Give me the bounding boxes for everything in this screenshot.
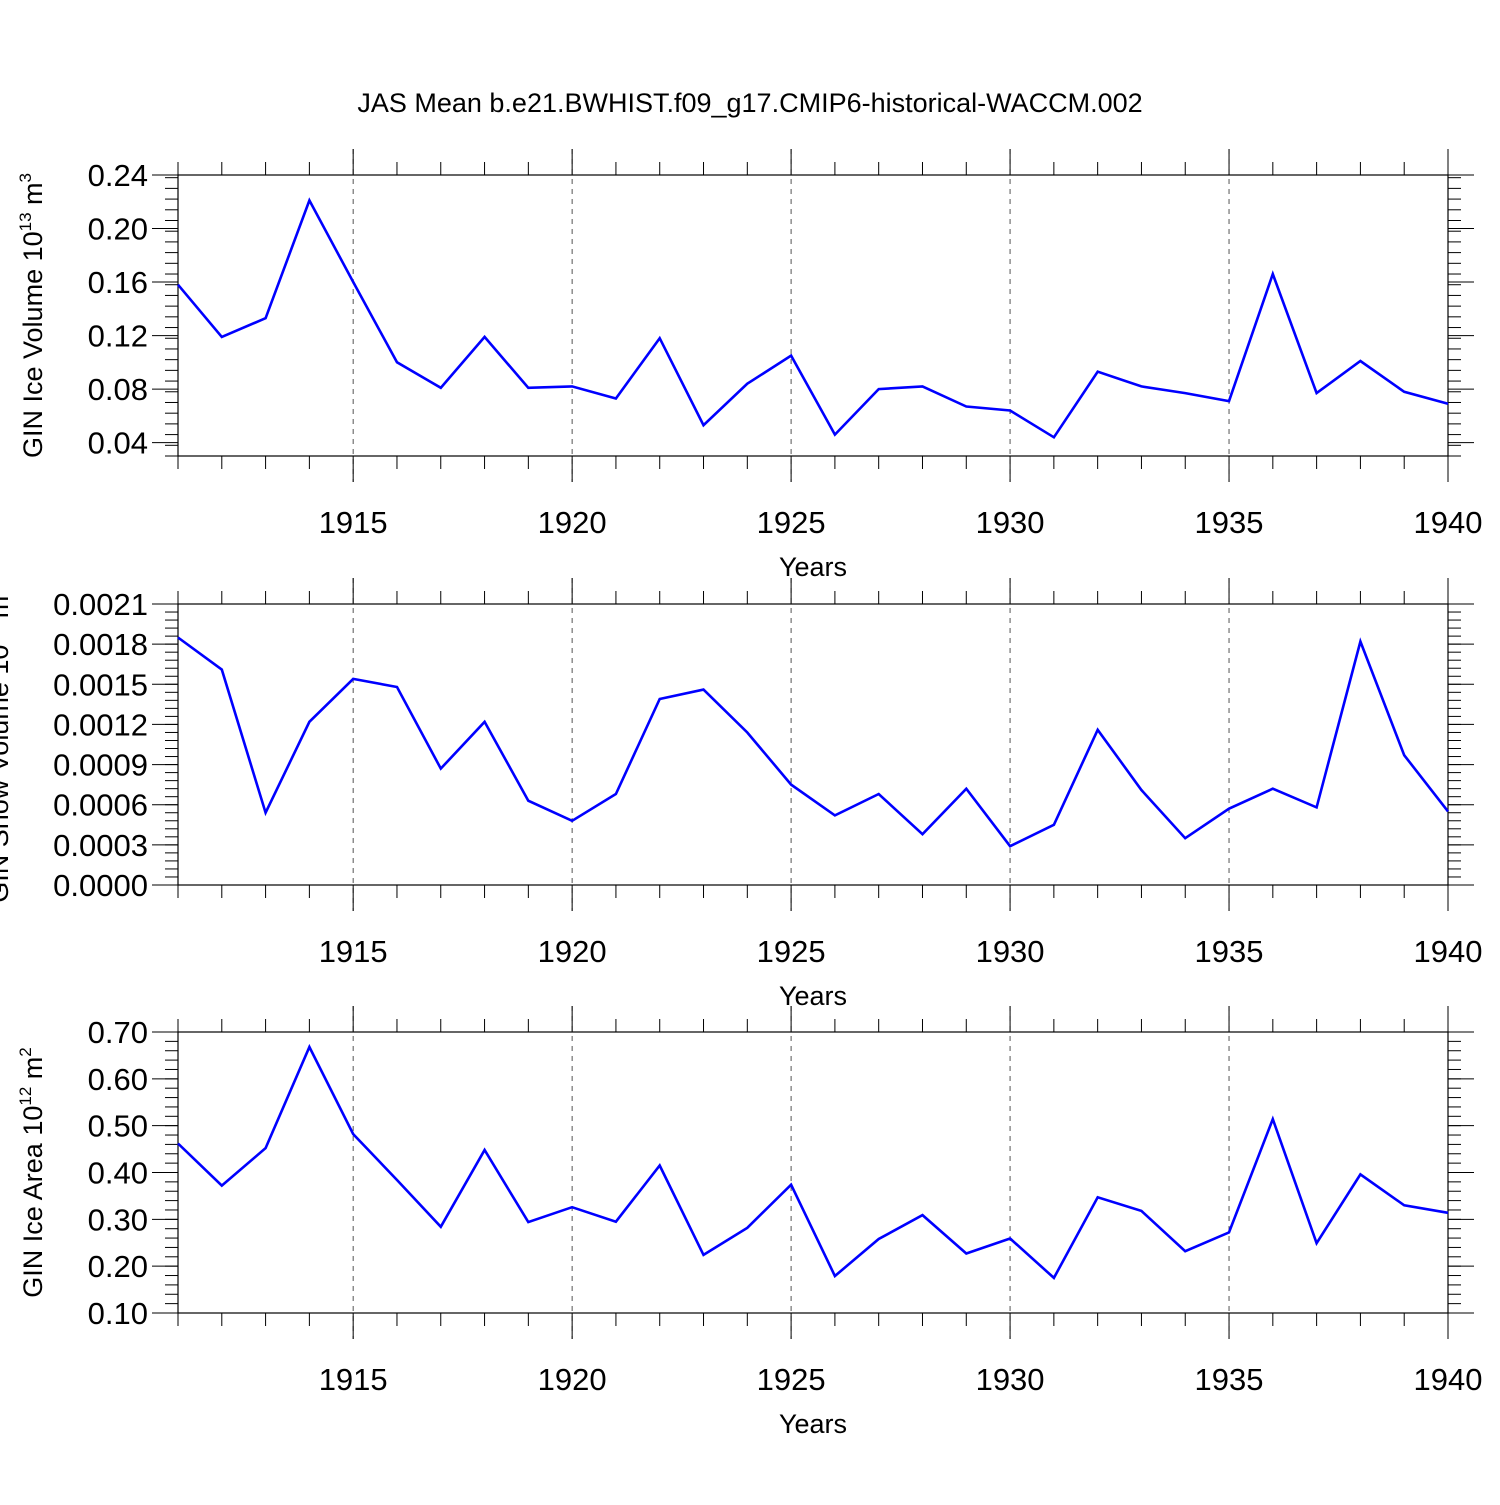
x-tick-label: 1930 [976, 505, 1045, 540]
y-tick-label: 0.0021 [53, 587, 148, 622]
x-tick-label: 1915 [319, 934, 388, 969]
x-tick-label: 1920 [538, 505, 607, 540]
y-axis-title: GIN Ice Volume 1013 m3 [16, 173, 48, 458]
x-tick-label: 1930 [976, 1362, 1045, 1397]
x-tick-label: 1925 [757, 1362, 826, 1397]
y-tick-label: 0.60 [88, 1062, 148, 1097]
y-tick-label: 0.0012 [53, 707, 148, 742]
series-line [177, 197, 1449, 440]
y-tick-label: 0.20 [88, 212, 148, 247]
y-tick-label: 0.04 [88, 426, 148, 461]
y-tick-label: 0.0006 [53, 788, 148, 823]
chart-title: JAS Mean b.e21.BWHIST.f09_g17.CMIP6-hist… [357, 88, 1142, 118]
panel-1: 0.04 0.08 0.12 0.16 0.20 0.24 1915 1920 1925 1930… [16, 149, 1482, 582]
y-tick-label: 0.12 [88, 319, 148, 354]
y-tick-label: 0.24 [88, 158, 148, 193]
x-tick-label: 1915 [319, 505, 388, 540]
x-axis-title: Years [779, 552, 847, 582]
y-tick-label: 0.50 [88, 1109, 148, 1144]
y-tick-label: 0.08 [88, 372, 148, 407]
x-tick-label: 1940 [1414, 505, 1483, 540]
x-tick-label: 1925 [757, 505, 826, 540]
y-axis-title: GIN Snow Volume 1013 m3 [0, 586, 14, 903]
y-tick-label: 0.20 [88, 1249, 148, 1284]
y-tick-label: 0.40 [88, 1156, 148, 1191]
x-tick-label: 1920 [538, 1362, 607, 1397]
x-tick-label: 1925 [757, 934, 826, 969]
plot-frame [177, 174, 1449, 457]
panel-3: 0.10 0.20 0.30 0.40 0.50 0.60 0.70 1915 1920 1925… [16, 1006, 1482, 1439]
y-tick-label: 0.16 [88, 265, 148, 300]
y-tick-label: 0.0003 [53, 828, 148, 863]
y-tick-label: 0.0015 [53, 667, 148, 702]
x-tick-label: 1935 [1195, 505, 1264, 540]
x-tick-label: 1940 [1414, 934, 1483, 969]
x-tick-label: 1935 [1195, 934, 1264, 969]
y-axis-title: GIN Ice Area 1012 m2 [16, 1047, 48, 1298]
x-tick-label: 1935 [1195, 1362, 1264, 1397]
y-tick-label: 0.0018 [53, 627, 148, 662]
y-tick-label: 0.0009 [53, 748, 148, 783]
y-tick-label: 0.30 [88, 1202, 148, 1237]
series-line [177, 1043, 1449, 1280]
x-tick-label: 1930 [976, 934, 1045, 969]
series-line [177, 636, 1450, 848]
y-tick-label: 0.10 [88, 1296, 148, 1331]
y-tick-label: 0.70 [88, 1015, 148, 1050]
x-axis-title: Years [779, 981, 847, 1011]
x-tick-label: 1915 [319, 1362, 388, 1397]
y-tick-label: 0.0000 [53, 868, 148, 903]
panel-2: 0.0000 0.0003 0.0006 0.0009 0.0012 0.0015 0.00… [0, 578, 1482, 1011]
x-tick-label: 1920 [538, 934, 607, 969]
x-tick-label: 1940 [1414, 1362, 1483, 1397]
plot-frame [177, 603, 1449, 886]
x-axis-title: Years [779, 1409, 847, 1439]
plot-frame [177, 1031, 1449, 1314]
